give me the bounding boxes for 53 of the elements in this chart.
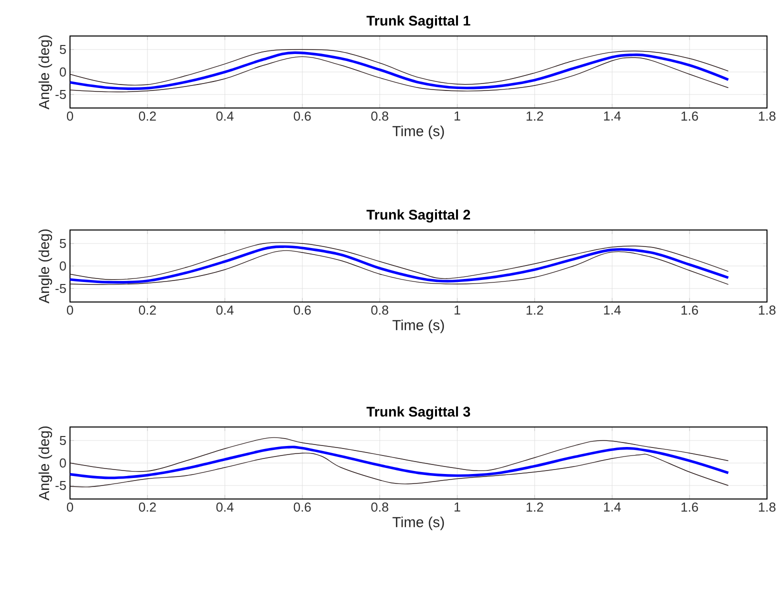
x-tick-label: 0 — [66, 502, 74, 512]
x-tick-label: 1.4 — [604, 112, 621, 120]
line-series — [70, 56, 729, 92]
x-tick-label: 0.8 — [371, 306, 388, 315]
line-series — [70, 446, 730, 480]
x-tick-label: 1.2 — [526, 502, 544, 512]
x-tick-label: 1 — [454, 112, 460, 120]
y-tick-label: 5 — [60, 238, 66, 248]
x-tick-label: 0.6 — [294, 502, 311, 512]
y-tick-label: 5 — [60, 44, 66, 54]
x-tick-label: 1.6 — [682, 502, 698, 512]
x-tick-label: 1.2 — [526, 306, 544, 315]
x-tick-label: 1.4 — [604, 502, 621, 512]
x-tick-label: 0.4 — [216, 112, 234, 121]
chart-title: Trunk Sagittal 1 — [366, 15, 470, 29]
y-axis-title: Angle (deg) — [38, 229, 52, 304]
x-tick-label: 0.8 — [371, 502, 388, 512]
x-tick-label: 1.8 — [758, 502, 776, 512]
line-series — [70, 452, 729, 488]
line-series — [70, 250, 729, 285]
y-tick-label: 0 — [60, 67, 66, 77]
x-tick-label: 1.6 — [682, 112, 698, 121]
x-axis-title: Time (s) — [392, 516, 444, 530]
x-tick-label: 1.4 — [604, 306, 621, 314]
y-tick-label: 0 — [60, 261, 66, 271]
x-tick-label: 0.4 — [216, 502, 234, 512]
x-axis-title: Time (s) — [392, 320, 444, 334]
x-tick-label: 0.2 — [138, 112, 156, 121]
x-tick-label: 0.8 — [371, 112, 388, 121]
x-tick-label: 1.8 — [758, 112, 776, 121]
line-series — [70, 437, 729, 472]
x-tick-label: 1.6 — [682, 306, 698, 315]
y-tick-label: 0 — [60, 458, 66, 468]
x-tick-label: 0.2 — [138, 502, 156, 512]
x-tick-label: 0.6 — [294, 306, 311, 315]
y-tick-label: 5 — [60, 436, 66, 446]
x-tick-label: 1 — [454, 502, 460, 512]
y-axis-title: Angle (deg) — [38, 426, 52, 500]
x-axis-title: Time (s) — [392, 126, 444, 140]
x-tick-label: 1.2 — [526, 112, 544, 121]
y-tick-label: -5 — [56, 480, 66, 490]
chart-title: Trunk Sagittal 2 — [366, 209, 470, 223]
x-tick-label: 0.2 — [138, 306, 156, 315]
chart-title: Trunk Sagittal 3 — [366, 406, 470, 420]
x-tick-label: 0 — [66, 112, 74, 121]
x-tick-label: 0.6 — [294, 112, 311, 121]
x-tick-label: 1 — [454, 306, 460, 314]
x-tick-label: 0.4 — [216, 306, 234, 315]
y-tick-label: -5 — [56, 90, 66, 100]
y-axis-title: Angle (deg) — [38, 35, 52, 110]
y-tick-label: -5 — [56, 284, 66, 294]
x-tick-label: 1.8 — [758, 306, 776, 315]
x-tick-label: 0 — [66, 306, 74, 315]
